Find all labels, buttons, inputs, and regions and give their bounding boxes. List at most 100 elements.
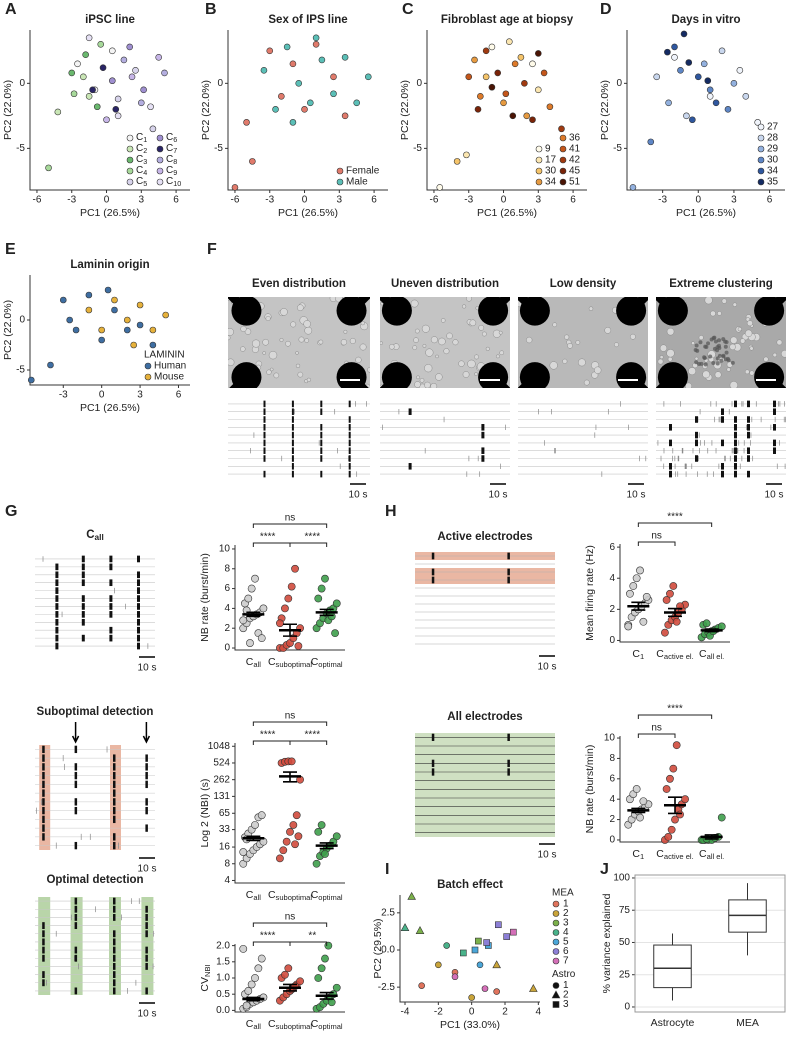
data-point: [239, 616, 248, 625]
burst: [137, 634, 140, 642]
scatter-point: [488, 83, 496, 91]
scatter-point: [85, 306, 93, 314]
data-point: [239, 944, 248, 953]
burst: [145, 930, 148, 938]
scatter-point: [689, 116, 696, 124]
highlight: [110, 745, 121, 850]
burst: [113, 815, 116, 824]
cluster: [721, 354, 726, 359]
cell: [717, 311, 722, 316]
x-tick-label: 0: [302, 195, 308, 206]
burst: [348, 463, 351, 470]
legend-label: 28: [767, 133, 779, 144]
burst: [109, 595, 113, 602]
burst: [695, 431, 698, 439]
legend-label: 2: [563, 908, 569, 919]
scatter-point: [509, 112, 517, 120]
error-bar: [246, 611, 261, 618]
scatter-point: [400, 923, 410, 931]
significance-bracket: [252, 721, 328, 726]
x-tick-label-sub: all: [253, 660, 261, 669]
scatter-point: [109, 47, 116, 55]
scatter-point: [471, 946, 479, 954]
scatter-point: [477, 93, 484, 100]
scatter-point: [120, 56, 128, 64]
scatter-point: [558, 125, 565, 133]
burst: [113, 771, 116, 780]
cell: [298, 336, 305, 343]
data-point: [257, 634, 266, 643]
y-tick-label: 10: [604, 733, 616, 744]
x-tick-label: Coptimal: [311, 656, 343, 669]
x-axis-label: PC1 (26.5%): [80, 402, 140, 414]
y-tick-label: 0: [609, 835, 615, 846]
x-tick-label: Coptimal: [311, 1018, 343, 1031]
legend-title: MEA: [552, 888, 574, 899]
cell: [304, 338, 310, 343]
burst: [734, 416, 737, 423]
scatter-point: [665, 99, 672, 107]
burst: [113, 979, 116, 987]
x-tick-label-base: C: [268, 889, 276, 901]
burst: [734, 400, 737, 408]
burst: [291, 463, 294, 470]
cell: [268, 350, 278, 360]
legend-marker: [126, 134, 134, 142]
burst: [109, 634, 113, 642]
x-tick-label: MEA: [736, 1017, 759, 1029]
legend-label: C10: [166, 176, 181, 188]
error-bar: [283, 983, 297, 992]
x-tick-label: C1: [632, 648, 644, 661]
cell: [704, 297, 713, 305]
data-point: [281, 970, 289, 979]
burst: [42, 780, 45, 789]
panel-label: G: [5, 503, 17, 520]
y-tick-label: 4: [224, 875, 230, 886]
cell: [285, 340, 291, 347]
cell: [297, 304, 304, 312]
cell: [414, 381, 421, 388]
burst: [145, 806, 148, 815]
cell: [306, 377, 311, 382]
scatter-point: [488, 43, 496, 51]
burst: [55, 571, 59, 579]
y-tick-label: 10: [219, 544, 231, 555]
scale-bar-label: 10 s: [489, 490, 508, 501]
cell: [412, 345, 418, 351]
burst: [74, 763, 78, 771]
burst: [734, 424, 737, 431]
legend-marker: [336, 178, 344, 186]
x-axis-label: PC1 (26.5%): [80, 207, 140, 219]
x-tick-label: Call: [246, 656, 261, 669]
y-tick-label: 0: [224, 643, 230, 654]
data-point: [324, 941, 333, 950]
cell: [273, 372, 280, 379]
y-tick-label: 0.0: [216, 1005, 230, 1016]
axis-line: [619, 544, 730, 643]
scatter-point: [481, 985, 489, 992]
data-point: [251, 821, 259, 829]
burst: [263, 431, 266, 439]
scatter-point: [80, 73, 87, 81]
scatter-point: [93, 103, 101, 111]
legend-label: 51: [569, 177, 581, 188]
legend-label: 41: [569, 144, 581, 155]
burst: [113, 754, 116, 762]
cell: [702, 370, 711, 379]
legend-label: 3: [563, 918, 569, 929]
x-tick-label-sub: all: [253, 893, 261, 902]
burst: [348, 424, 351, 431]
burst: [507, 552, 510, 560]
electrode: [616, 362, 647, 388]
scatter-point: [136, 321, 144, 329]
x-tick-label-sub: all: [253, 1022, 261, 1031]
data-point: [257, 954, 266, 963]
y-tick-label: 4: [224, 603, 230, 614]
burst: [263, 439, 266, 447]
cluster: [724, 340, 729, 345]
burst: [145, 987, 148, 995]
highlight: [39, 745, 51, 850]
scatter-point: [465, 73, 473, 81]
data-point: [317, 964, 326, 973]
cell: [419, 377, 425, 383]
